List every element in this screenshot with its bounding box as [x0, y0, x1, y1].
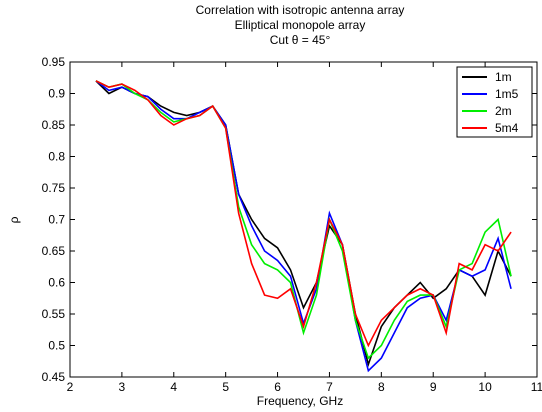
series-line [95, 80, 512, 373]
y-tick-label: 0.6 [48, 276, 65, 290]
legend-label: 5m4 [495, 121, 519, 135]
chart-title: Correlation with isotropic antenna array [196, 3, 405, 17]
y-tick-label: 0.95 [42, 55, 66, 69]
legend [456, 66, 533, 138]
x-tick-label: 4 [170, 380, 177, 394]
legend-label: 1m5 [495, 87, 519, 101]
x-tick-label: 8 [378, 380, 385, 394]
x-tick-label: 6 [274, 380, 281, 394]
y-tick-label: 0.9 [48, 87, 65, 101]
x-tick-label: 3 [119, 380, 126, 394]
x-tick-label: 11 [531, 380, 542, 394]
y-tick-label: 0.5 [48, 339, 65, 353]
x-tick-label: 5 [222, 380, 229, 394]
y-tick-label: 0.85 [42, 118, 66, 132]
y-tick-label: 0.55 [42, 307, 66, 321]
chart-subtitle: Elliptical monopole array [235, 18, 366, 32]
legend-label: 2m [495, 104, 512, 118]
y-tick-label: 0.8 [48, 150, 65, 164]
series-line [95, 80, 512, 368]
y-tick-label: 0.65 [42, 244, 66, 258]
y-tick-label: 0.75 [42, 181, 66, 195]
y-tick-label: 0.45 [42, 370, 66, 384]
x-tick-label: 9 [430, 380, 437, 394]
x-tick-label: 7 [326, 380, 333, 394]
x-axis-label: Frequency, GHz [257, 394, 343, 408]
series-line [95, 80, 512, 360]
annotation: Cut θ = 45° [270, 33, 331, 47]
x-tick-label: 10 [478, 380, 492, 394]
x-tick-label: 2 [67, 380, 74, 394]
legend-label: 1m [495, 70, 512, 84]
y-axis-label: ρ [7, 216, 21, 223]
y-tick-label: 0.7 [48, 213, 65, 227]
series-line [95, 80, 512, 348]
